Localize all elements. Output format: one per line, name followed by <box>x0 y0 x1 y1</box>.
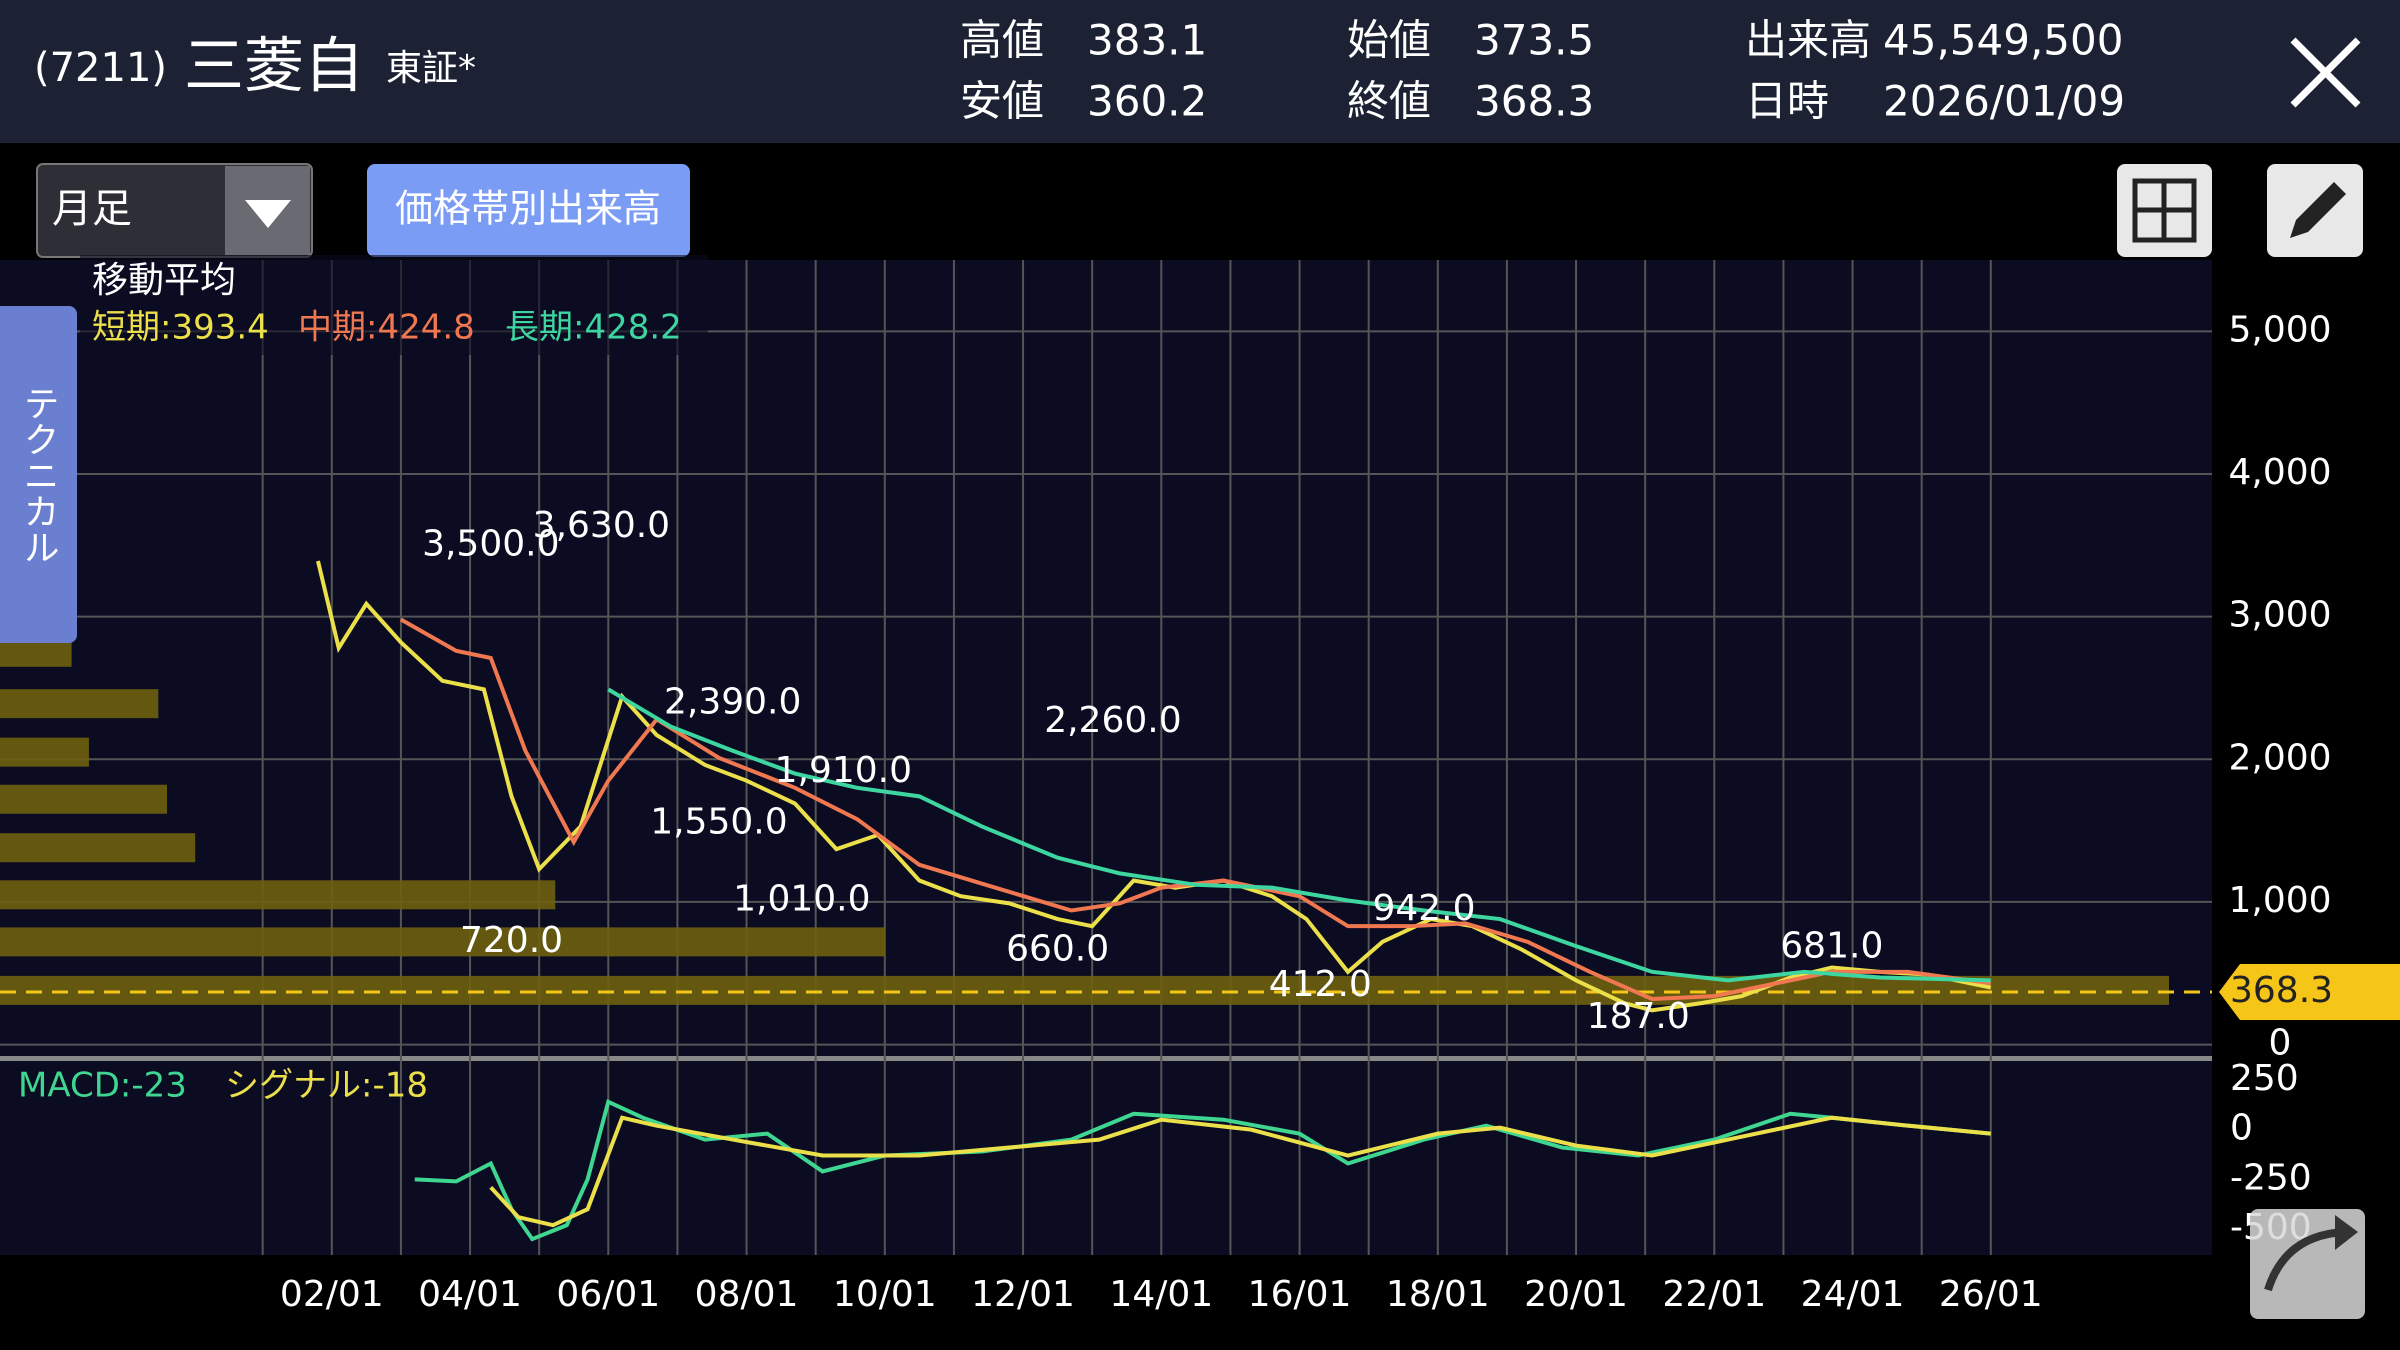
macd-legend-entry: シグナル:-18 <box>225 1066 428 1106</box>
layout-button[interactable] <box>2117 164 2212 257</box>
y-tick-label: 2,000 <box>2228 737 2331 778</box>
macd-panel <box>0 1061 2212 1255</box>
market: 東証* <box>386 48 476 89</box>
technical-label: テクニカル <box>18 385 59 565</box>
annotation: 681.0 <box>1780 925 1883 966</box>
annotation: 187.0 <box>1587 996 1690 1037</box>
stat-label: 始値 <box>1347 16 1431 65</box>
legend-entry: 短期:393.4 <box>92 308 269 348</box>
price-tag-shape <box>2219 964 2400 1021</box>
grid <box>0 260 2212 1255</box>
stock-name: 三菱自 <box>184 32 364 102</box>
stock-code: (7211) <box>34 45 167 91</box>
x-tick-label: 12/01 <box>971 1274 1075 1315</box>
y-tick-label: 0 <box>2269 1023 2292 1064</box>
series <box>316 560 1992 1013</box>
x-tick-label: 24/01 <box>1801 1274 1905 1315</box>
annotation: 1,550.0 <box>650 801 787 842</box>
stat-label: 高値 <box>960 16 1044 65</box>
legend-box <box>80 255 708 355</box>
y-tick-label: 1,000 <box>2228 880 2331 921</box>
annotation: 2,260.0 <box>1044 700 1181 741</box>
series <box>489 1115 1991 1228</box>
x-tick-label: 16/01 <box>1248 1274 1352 1315</box>
period-label: 月足 <box>52 186 132 232</box>
price-tag: 368.3 <box>2219 964 2400 1021</box>
stats: 高値 383.1 安値 360.2 始値 373.5 終値 368.3 出来高 45,549,50… <box>960 16 2125 126</box>
x-tick-label: 06/01 <box>556 1274 660 1315</box>
x-tick-label: 20/01 <box>1524 1274 1628 1315</box>
annotation: 942.0 <box>1372 888 1475 929</box>
annotation: 2,390.0 <box>664 682 801 723</box>
volume-profile <box>0 637 2169 1005</box>
annotation: 412.0 <box>1269 964 1372 1005</box>
price-tag-label: 368.3 <box>2230 970 2333 1011</box>
annotation: 1,010.0 <box>733 879 870 920</box>
y2-tick-label: 250 <box>2230 1058 2299 1099</box>
stat-value: 373.5 <box>1474 16 1594 65</box>
x-tick-label: 22/01 <box>1662 1274 1766 1315</box>
series-line <box>399 617 1992 1001</box>
y-tick-label: 4,000 <box>2228 452 2331 493</box>
draw-button[interactable] <box>2267 164 2363 257</box>
series <box>607 687 1991 983</box>
volume-bar <box>0 689 159 719</box>
volume-bar <box>0 880 556 910</box>
x-tick-label: 26/01 <box>1939 1274 2043 1315</box>
y2-tick-label: 0 <box>2230 1108 2253 1149</box>
volume-bar <box>0 975 2169 1005</box>
volume-profile-button[interactable]: 価格帯別出来高 <box>367 164 690 257</box>
annotation: 3,630.0 <box>533 505 670 546</box>
x-tick-label: 02/01 <box>280 1274 384 1315</box>
volume-bar <box>0 737 89 767</box>
toolbar <box>0 143 2400 260</box>
header-bar <box>0 0 2400 143</box>
x-tick-label: 14/01 <box>1109 1274 1213 1315</box>
stat-value: 45,549,500 <box>1883 16 2123 65</box>
x-tick-label: 18/01 <box>1386 1274 1490 1315</box>
y-tick-label: 5,000 <box>2228 309 2331 350</box>
stat-value: 360.2 <box>1087 77 1207 126</box>
stat-label: 日時 <box>1745 77 1829 126</box>
stat-value: 368.3 <box>1474 77 1594 126</box>
series <box>399 617 1992 1001</box>
legend-entry: 中期:424.8 <box>298 308 475 348</box>
stat-label: 安値 <box>960 77 1044 126</box>
series-line <box>489 1115 1991 1228</box>
panel-divider <box>0 1056 2212 1061</box>
series-line <box>607 687 1991 983</box>
annotation: 660.0 <box>1006 928 1109 969</box>
x-tick-label: 08/01 <box>695 1274 799 1315</box>
legend: 短期:393.4 中期:424.8 長期:428.2 MACD:-23 シグナル:-18 <box>18 308 682 1106</box>
volume-bar <box>0 784 168 814</box>
labels: 01,0002,0003,0004,0005,0002500-250-50002… <box>280 309 2332 1315</box>
x-tick-label: 04/01 <box>418 1274 522 1315</box>
price-panel <box>0 260 2212 1056</box>
stat-value: 2026/01/09 <box>1883 77 2125 126</box>
period-dropdown[interactable]: 月足 <box>36 163 313 258</box>
stat-label: 終値 <box>1347 77 1431 126</box>
x-tick-label: 10/01 <box>833 1274 937 1315</box>
series-line <box>316 560 1992 1013</box>
volume-bar <box>0 833 196 863</box>
close-button[interactable] <box>2290 37 2361 108</box>
y2-tick-label: -250 <box>2230 1157 2312 1198</box>
share-button[interactable] <box>2250 1209 2365 1319</box>
annotation: 720.0 <box>460 920 563 961</box>
macd-legend-entry: MACD:-23 <box>18 1066 187 1106</box>
y-tick-label: 3,000 <box>2228 595 2331 636</box>
stat-label: 出来高 <box>1745 16 1871 65</box>
volume-bar <box>0 927 885 957</box>
stat-value: 383.1 <box>1087 16 1207 65</box>
annotation: 3,500.0 <box>422 523 559 564</box>
volume-profile-label: 価格帯別出来高 <box>395 187 661 231</box>
legend-title: 移動平均 <box>92 260 236 301</box>
lines <box>0 560 2212 1242</box>
legend-entry: 長期:428.2 <box>505 308 682 348</box>
technical-tab[interactable]: テクニカル <box>0 306 77 643</box>
annotation: 1,910.0 <box>775 750 912 791</box>
